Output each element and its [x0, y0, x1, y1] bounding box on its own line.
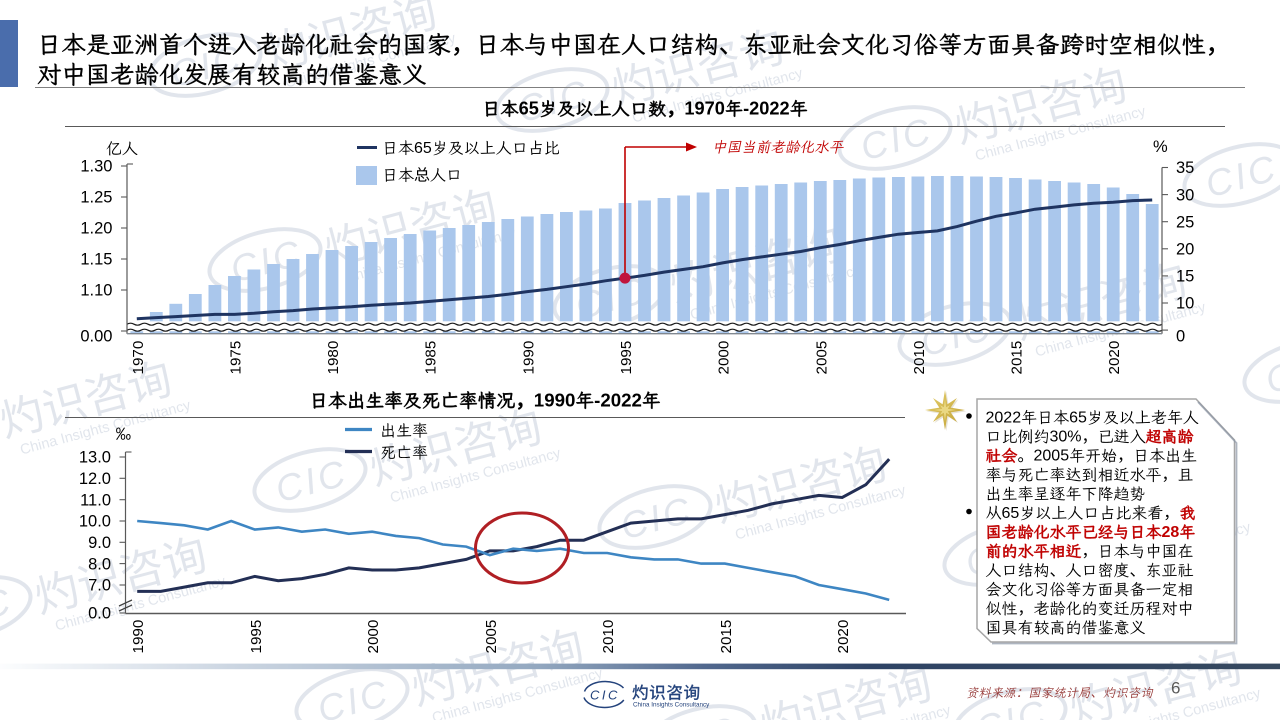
svg-text:2020: 2020 [1106, 341, 1123, 375]
svg-text:0: 0 [1176, 328, 1185, 346]
svg-text:-2022: -2022 [743, 99, 790, 119]
svg-text:9.0: 9.0 [88, 534, 111, 552]
svg-text:2015: 2015 [1009, 341, 1026, 375]
svg-text:65: 65 [1002, 505, 1020, 522]
svg-text:1990: 1990 [534, 390, 576, 411]
svg-text:%: % [1153, 138, 1168, 156]
svg-text:China Insights Consultancy: China Insights Consultancy [633, 702, 710, 709]
svg-text:65: 65 [1069, 410, 1087, 427]
svg-text:2010: 2010 [600, 620, 617, 654]
svg-text:1.10: 1.10 [80, 282, 112, 300]
svg-text:2000: 2000 [365, 620, 382, 654]
svg-text:1980: 1980 [325, 341, 342, 375]
svg-text:1.15: 1.15 [80, 251, 112, 269]
svg-text:6: 6 [1171, 679, 1180, 698]
svg-text:1.30: 1.30 [80, 158, 112, 176]
svg-text:CIC: CIC [590, 688, 620, 703]
svg-text:10: 10 [1176, 295, 1194, 313]
svg-text:1975: 1975 [227, 341, 244, 375]
svg-text:11.0: 11.0 [80, 491, 111, 509]
svg-text:1990: 1990 [520, 341, 537, 375]
svg-text:2020: 2020 [835, 620, 852, 654]
svg-text:1.20: 1.20 [80, 220, 112, 238]
svg-text:2005: 2005 [813, 341, 830, 375]
svg-text:10.0: 10.0 [79, 513, 111, 531]
svg-text:1985: 1985 [423, 341, 440, 375]
svg-text:20: 20 [1176, 241, 1194, 259]
svg-text:2015: 2015 [718, 620, 735, 654]
svg-text:1970: 1970 [684, 99, 724, 119]
svg-text:7.0: 7.0 [88, 577, 111, 595]
svg-text:30: 30 [1176, 186, 1194, 204]
svg-text:2000: 2000 [716, 341, 733, 375]
svg-text:-2022: -2022 [594, 390, 642, 411]
svg-text:65: 65 [519, 99, 539, 119]
svg-text:8.0: 8.0 [88, 555, 111, 573]
svg-text:1.25: 1.25 [80, 189, 112, 207]
svg-text:65: 65 [414, 140, 432, 157]
svg-text:30%: 30% [1050, 429, 1082, 446]
svg-text:0.0: 0.0 [88, 605, 111, 623]
svg-text:28: 28 [1162, 524, 1180, 541]
svg-text:1995: 1995 [248, 620, 265, 654]
svg-text:13.0: 13.0 [79, 449, 111, 467]
svg-text:2010: 2010 [911, 341, 928, 375]
svg-text:2022: 2022 [986, 410, 1022, 427]
svg-text:1990: 1990 [130, 620, 147, 654]
svg-text:12.0: 12.0 [79, 470, 111, 488]
svg-text:0.00: 0.00 [80, 328, 112, 346]
svg-text:2005: 2005 [1034, 448, 1070, 465]
svg-text:2005: 2005 [483, 620, 500, 654]
svg-text:25: 25 [1176, 213, 1194, 231]
svg-text:35: 35 [1176, 159, 1194, 177]
svg-text:15: 15 [1176, 268, 1194, 286]
svg-text:1995: 1995 [618, 341, 635, 375]
svg-text:1970: 1970 [130, 341, 147, 375]
